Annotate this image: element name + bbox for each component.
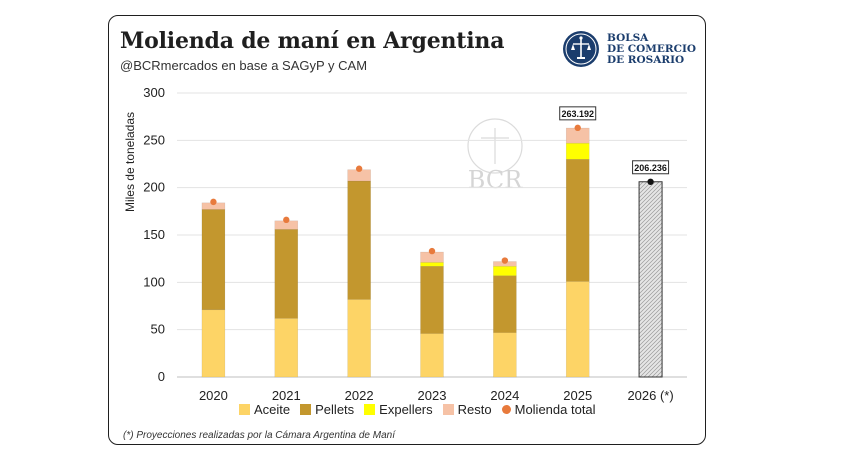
total-point	[647, 178, 654, 185]
chart-area: BCR 0 50 100 150 200 250 300 263.192 206.236 20…	[123, 85, 687, 403]
legend-label-total: Molienda total	[514, 402, 596, 417]
x-tick-label: 2023	[418, 388, 447, 403]
legend-swatch-resto	[442, 404, 454, 415]
bar-segment-expellers	[493, 265, 517, 276]
x-tick-label: 2021	[272, 388, 301, 403]
x-tick-label: 2020	[199, 388, 228, 403]
data-label: 206.236	[634, 163, 667, 173]
y-tick-label: 200	[143, 180, 165, 195]
bar-group-2020	[201, 198, 226, 378]
y-tick-label: 50	[151, 322, 165, 337]
bars: 263.192 206.236	[201, 106, 670, 378]
total-point	[210, 198, 217, 206]
bar-group-2026: 206.236	[632, 160, 670, 378]
y-tick-label: 100	[143, 274, 165, 289]
bar-segment-expellers	[565, 142, 590, 160]
total-point	[574, 124, 581, 132]
grid	[177, 92, 687, 378]
data-label-box	[632, 160, 670, 175]
x-tick-label: 2025	[563, 388, 592, 403]
x-tick-label: 2026 (*)	[627, 388, 673, 403]
legend-label-expellers: Expellers	[379, 402, 433, 417]
bar-segment-aceite	[565, 281, 590, 378]
chart-card: Molienda de maní en Argentina @BCRmercad…	[108, 15, 706, 445]
legend: Aceite Pellets Expellers Resto Molienda …	[239, 402, 596, 417]
bar-segment-pellets	[493, 275, 517, 333]
bar-segment-expellers	[420, 262, 444, 267]
legend-swatch-aceite	[239, 404, 250, 415]
watermark-seal-icon	[467, 118, 523, 174]
y-axis-label: Miles de toneladas	[123, 112, 137, 212]
legend-item-total: Molienda total	[501, 402, 596, 417]
total-point	[428, 247, 436, 255]
logo-text: BOLSA DE COMERCIO DE ROSARIO	[607, 33, 696, 66]
legend-item-aceite: Aceite	[239, 402, 290, 417]
y-tick-label: 300	[143, 85, 165, 100]
y-tick-label: 250	[143, 132, 165, 147]
legend-item-resto: Resto	[442, 402, 492, 417]
watermark-text: BCR	[468, 166, 523, 194]
bar-group-2021	[274, 216, 299, 378]
footnote: (*) Proyecciones realizadas por la Cámar…	[123, 430, 395, 441]
legend-item-pellets: Pellets	[300, 402, 354, 417]
bar-group-2025: 263.192	[559, 106, 597, 378]
chart-subtitle: @BCRmercados en base a SAGyP y CAM	[120, 58, 368, 73]
bar-segment-pellets	[201, 209, 226, 311]
logo-line-1: BOLSA	[607, 32, 649, 44]
legend-label-aceite: Aceite	[254, 402, 291, 417]
bar-segment-pellets	[420, 265, 444, 334]
legend-label-pellets: Pellets	[315, 402, 355, 417]
bar-segment-aceite	[201, 309, 226, 378]
bar-segment-pellets	[565, 159, 590, 282]
legend-label-resto: Resto	[457, 402, 492, 417]
x-tick-label: 2022	[345, 388, 374, 403]
bar-group-2023	[420, 247, 444, 378]
bar-group-2022	[347, 165, 371, 378]
total-point	[355, 165, 363, 172]
watermark: BCR	[467, 118, 523, 194]
legend-marker-total	[501, 405, 511, 414]
bar-segment-aceite	[420, 333, 444, 378]
bar-segment-pellets	[274, 229, 299, 319]
bar-segment-aceite	[493, 332, 517, 378]
total-point	[283, 216, 290, 224]
logo-line-3: DE ROSARIO	[607, 54, 685, 66]
bar-segment-pellets	[347, 180, 371, 300]
total-point	[501, 257, 509, 264]
bar-group-2024	[493, 257, 517, 378]
bcr-seal-icon	[563, 31, 599, 67]
data-label: 263.192	[561, 109, 594, 119]
x-axis: 2020 2021 2022 2023 2024 2025 2026 (*)	[199, 388, 674, 403]
chart-title: Molienda de maní en Argentina	[120, 28, 505, 54]
x-tick-label: 2024	[490, 388, 519, 403]
logo-line-2: DE COMERCIO	[607, 43, 697, 55]
bar-segment-aceite	[347, 299, 371, 378]
y-tick-label: 150	[143, 227, 165, 242]
y-axis: 0 50 100 150 200 250 300	[143, 85, 165, 384]
y-tick-label: 0	[158, 369, 165, 384]
data-label-box	[559, 106, 597, 121]
legend-swatch-expellers	[364, 404, 376, 415]
legend-swatch-pellets	[300, 404, 312, 415]
bar-segment-aceite	[274, 318, 299, 378]
bcr-logo: BOLSA DE COMERCIO DE ROSARIO	[561, 27, 701, 71]
bar-projection	[638, 181, 663, 378]
legend-item-expellers: Expellers	[364, 402, 433, 417]
